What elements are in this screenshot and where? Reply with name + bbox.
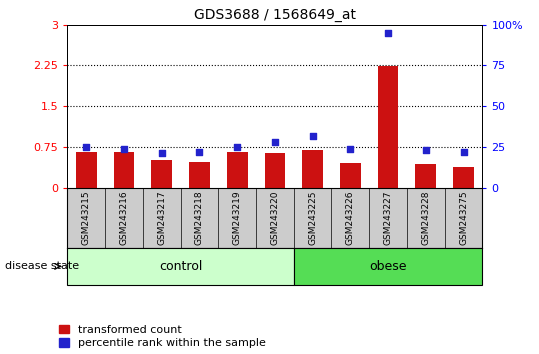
Point: [308, 133, 317, 138]
Bar: [189, 162, 210, 188]
Bar: [67, 248, 294, 285]
Text: GSM243226: GSM243226: [346, 190, 355, 245]
Text: obese: obese: [369, 260, 407, 273]
Text: GSM243216: GSM243216: [120, 190, 128, 245]
Bar: [227, 152, 247, 188]
Point: [233, 144, 241, 150]
Point: [459, 149, 468, 155]
Point: [421, 147, 430, 153]
Point: [346, 146, 355, 152]
Text: GSM243228: GSM243228: [421, 190, 430, 245]
Text: GSM243218: GSM243218: [195, 190, 204, 245]
Point: [82, 144, 91, 150]
Text: GSM243227: GSM243227: [384, 190, 392, 245]
Text: GSM243219: GSM243219: [233, 190, 241, 245]
Bar: [114, 152, 134, 188]
Legend: transformed count, percentile rank within the sample: transformed count, percentile rank withi…: [59, 325, 266, 348]
Bar: [378, 66, 398, 188]
Bar: [453, 167, 474, 188]
Text: disease state: disease state: [5, 261, 80, 272]
Bar: [340, 163, 361, 188]
Bar: [151, 160, 172, 188]
Point: [384, 30, 392, 36]
Bar: [294, 248, 482, 285]
Bar: [265, 153, 285, 188]
Point: [120, 146, 128, 152]
Text: GSM243217: GSM243217: [157, 190, 166, 245]
Bar: [416, 164, 436, 188]
Point: [157, 150, 166, 156]
Bar: [302, 150, 323, 188]
Text: GSM243275: GSM243275: [459, 190, 468, 245]
Text: control: control: [159, 260, 202, 273]
Point: [271, 139, 279, 145]
Point: [195, 149, 204, 155]
Text: GSM243220: GSM243220: [271, 190, 279, 245]
Title: GDS3688 / 1568649_at: GDS3688 / 1568649_at: [194, 8, 356, 22]
Bar: [76, 152, 96, 188]
Text: GSM243215: GSM243215: [82, 190, 91, 245]
Text: GSM243225: GSM243225: [308, 190, 317, 245]
